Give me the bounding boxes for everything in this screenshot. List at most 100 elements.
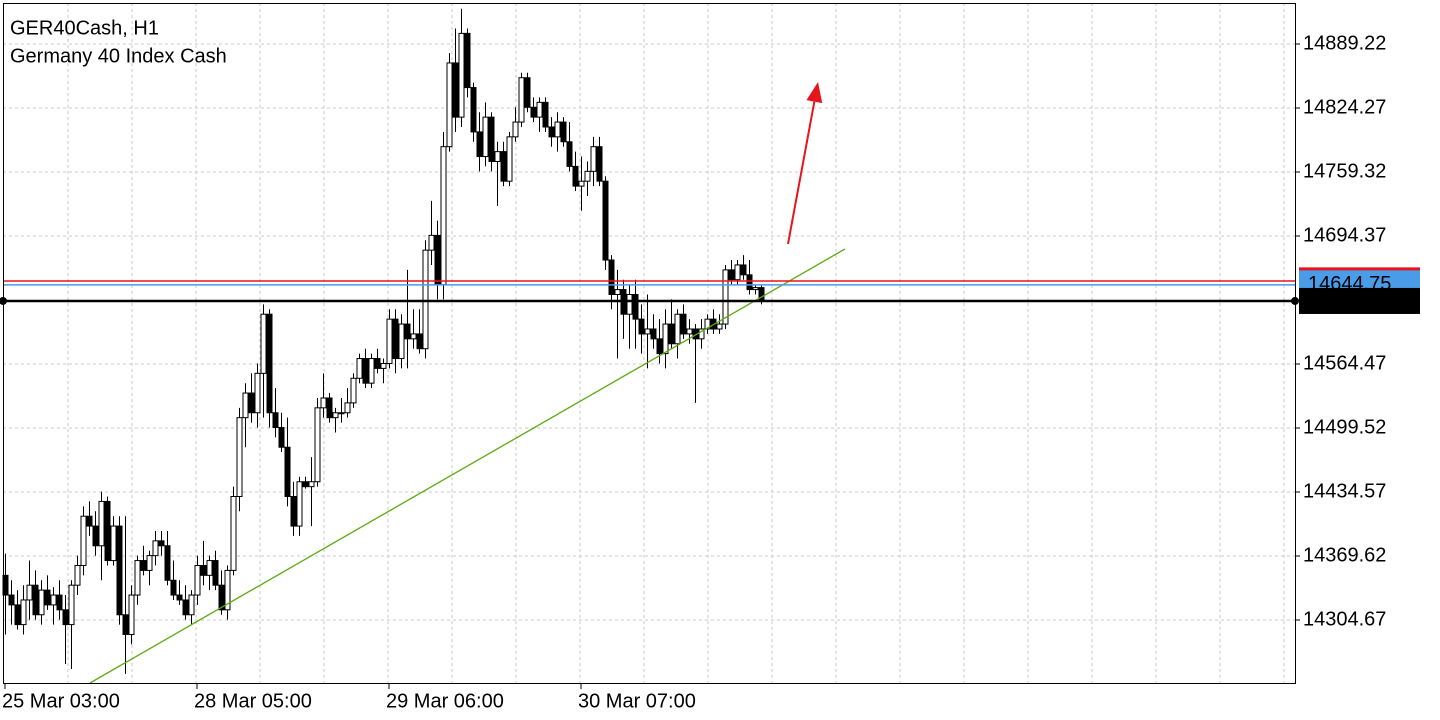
candle-body (488, 116, 495, 162)
candle-body (314, 407, 321, 483)
candle-body (344, 402, 351, 414)
candle-body (56, 594, 63, 611)
candle-body (176, 594, 183, 601)
candle-body (290, 496, 297, 527)
candle-body (350, 377, 357, 404)
candle-body (662, 323, 669, 355)
candle-body (128, 594, 135, 635)
candle-body (80, 515, 87, 566)
arrow-head (806, 81, 823, 104)
y-tick-label: 14304.67 (1303, 608, 1386, 630)
candle-body (284, 446, 291, 498)
candle-body (104, 500, 111, 562)
candle-body (14, 604, 21, 626)
candle-body (86, 515, 93, 527)
candle-body (758, 287, 765, 302)
candle-body (596, 146, 603, 182)
y-tick-label: 14759.32 (1303, 160, 1386, 182)
candle-body (152, 540, 159, 557)
candle-body (428, 234, 435, 251)
candle-body (356, 358, 363, 379)
candle-body (380, 362, 387, 369)
candle-body (338, 412, 345, 415)
bid-tag (1299, 287, 1420, 314)
candle-body (242, 392, 249, 419)
candle-body (98, 500, 105, 547)
candle-body (38, 589, 45, 616)
candle-body (560, 121, 567, 143)
candle-body (32, 584, 39, 616)
candle-body (212, 560, 219, 586)
candle-body (218, 584, 225, 611)
x-tick-label: 29 Mar 06:00 (386, 690, 504, 712)
candle-body (476, 131, 483, 158)
candle-body (398, 323, 405, 360)
candle-body (464, 32, 471, 89)
candle-body (698, 328, 705, 340)
y-tick-label: 14434.57 (1303, 480, 1386, 502)
candle-body (68, 584, 75, 626)
candle-body (326, 397, 333, 419)
candle-body (506, 136, 513, 182)
x-tick-label: 30 Mar 07:00 (578, 690, 696, 712)
candle-body (8, 594, 15, 606)
candle-body (296, 481, 303, 527)
y-tick-label: 14694.37 (1303, 224, 1386, 246)
candle-body (62, 609, 69, 626)
candle-body (146, 555, 153, 571)
arrow-shaft (787, 101, 816, 245)
candle-body (752, 287, 759, 291)
candle-body (722, 269, 729, 325)
candle-body (602, 180, 609, 261)
candle-body (320, 397, 327, 409)
candle-body (422, 249, 429, 350)
candle-body (392, 318, 399, 360)
candle-body (728, 269, 735, 281)
candle-body (182, 599, 189, 616)
candle-body (248, 392, 255, 414)
candle-body (446, 62, 453, 148)
candle-body (110, 525, 117, 562)
candle-body (704, 318, 711, 330)
bid-handle (0, 296, 7, 305)
y-tick-label: 14369.62 (1303, 544, 1386, 566)
candle-body (254, 372, 261, 414)
candle-body (644, 328, 651, 335)
candle-body (542, 101, 549, 128)
chart-subtitle: Germany 40 Index Cash (10, 45, 227, 67)
candle-body (686, 328, 693, 335)
candle-body (332, 412, 339, 419)
candle-body (194, 564, 201, 596)
chart-title: GER40Cash, H1 (10, 17, 159, 39)
candle-body (434, 234, 441, 286)
plot-frame (3, 3, 1296, 684)
candle-body (548, 126, 555, 138)
candle-body (614, 289, 621, 296)
candle-body (500, 151, 507, 182)
candle-body (266, 313, 273, 414)
candle-body (566, 141, 573, 167)
candle-body (440, 146, 447, 286)
trendline (89, 248, 846, 684)
candle-body (224, 569, 231, 611)
candle-body (200, 564, 207, 576)
y-tick-label: 14499.52 (1303, 416, 1386, 438)
candle-body (572, 165, 579, 187)
candle-body (374, 358, 381, 369)
candle-body (44, 589, 51, 606)
candle-body (164, 545, 171, 581)
candle-body (626, 294, 633, 315)
candle-body (458, 32, 465, 118)
candle-body (590, 146, 597, 172)
candle-body (188, 594, 195, 616)
candle-body (122, 614, 129, 635)
candle-body (746, 274, 753, 291)
candle-body (554, 121, 561, 138)
plot (2, 8, 1295, 684)
candle-body (740, 264, 747, 276)
candle-body (302, 481, 309, 488)
candle-body (524, 77, 531, 108)
x-tick-label: 28 Mar 05:00 (194, 690, 312, 712)
candle-body (578, 180, 585, 187)
